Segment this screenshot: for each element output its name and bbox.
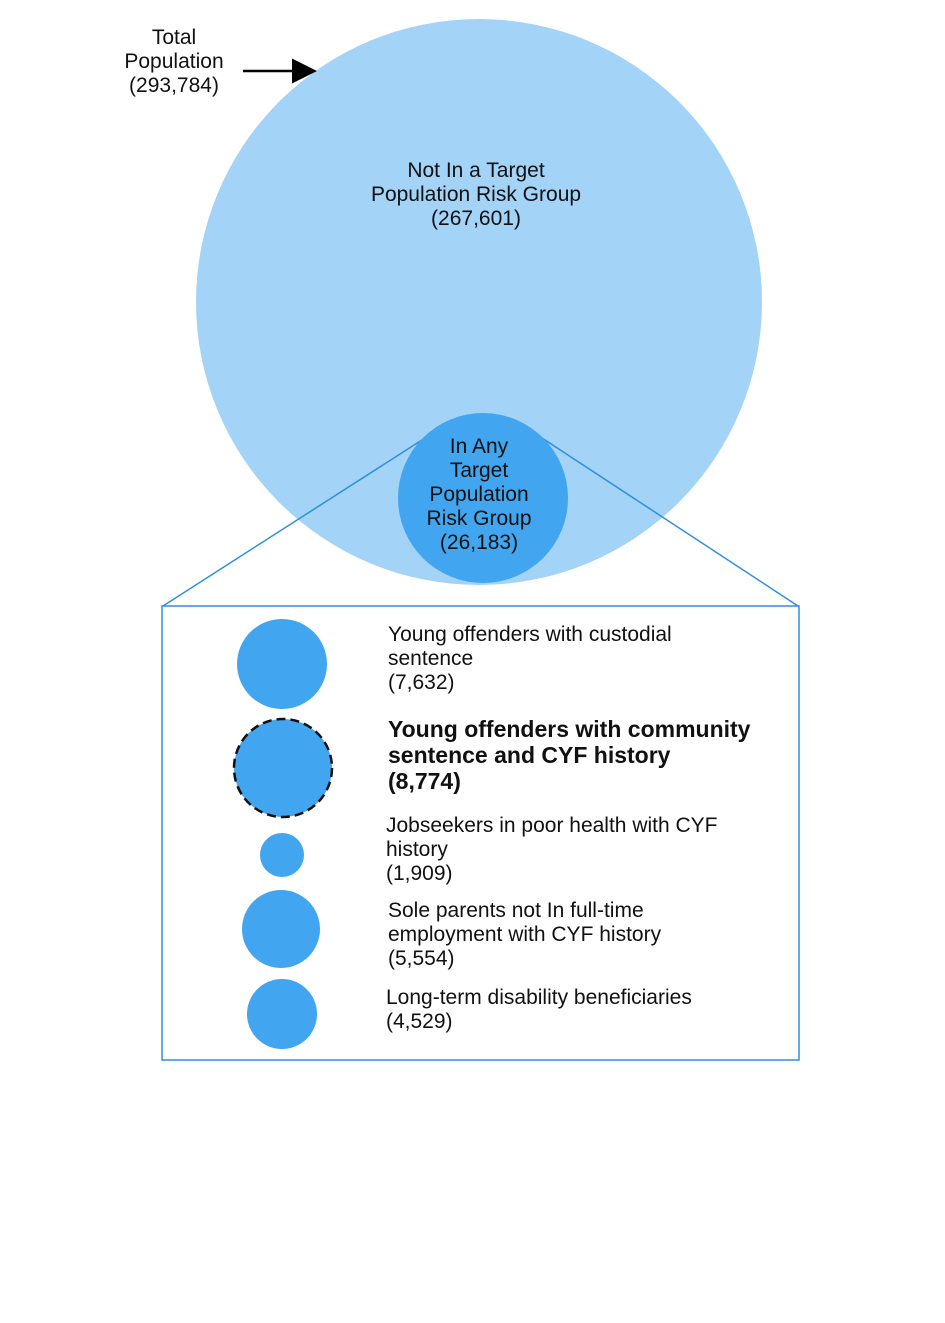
group-4-line-1: Sole parents not In full-time: [388, 899, 644, 922]
zoom-line-right: [541, 437, 799, 607]
total-population-circle: [196, 19, 762, 585]
in-any-group-line-4: Risk Group: [426, 507, 532, 530]
group-2-line-2: sentence and CYF history: [388, 742, 671, 768]
group-4-line-2: employment with CYF history: [388, 923, 662, 946]
not-in-group-count: (267,601): [431, 207, 521, 230]
group-3-line-2: history: [386, 838, 448, 861]
not-in-group-line-1: Not In a Target: [407, 159, 545, 182]
group-label-jobseekers: Jobseekers in poor health with CYF histo…: [386, 814, 791, 886]
group-5-line-1: Long-term disability beneficiaries: [386, 986, 692, 1009]
group-1-line-2: sentence: [388, 647, 474, 670]
bubble-jobseekers: [260, 833, 304, 877]
target-group-circle: [398, 413, 568, 583]
group-1-count: (7,632): [388, 671, 455, 694]
in-any-group-line-1: In Any: [449, 435, 509, 458]
group-label-disability-beneficiaries: Long-term disability beneficiaries (4,52…: [386, 986, 786, 1034]
group-2-line-1: Young offenders with community: [388, 716, 751, 742]
group-3-line-1: Jobseekers in poor health with CYF: [386, 814, 718, 837]
bubble-young-offenders-community: [232, 717, 334, 819]
not-in-group-line-2: Population Risk Group: [370, 183, 582, 206]
in-any-group-label: In Any Target Population Risk Group (26,…: [408, 435, 550, 555]
bubble-disability-beneficiaries: [247, 979, 317, 1049]
group-3-count: (1,909): [386, 862, 453, 885]
in-any-group-line-3: Population: [429, 483, 529, 506]
group-4-count: (5,554): [388, 947, 455, 970]
total-population-count: (293,784): [129, 74, 219, 97]
zoom-line-left: [162, 437, 426, 607]
risk-group-breakdown-box: [161, 605, 800, 1061]
not-in-group-label: Not In a Target Population Risk Group (2…: [326, 159, 626, 231]
group-5-count: (4,529): [386, 1010, 453, 1033]
total-population-subtitle: Population: [124, 50, 224, 73]
group-label-young-offenders-custodial: Young offenders with custodial sentence …: [388, 623, 788, 695]
group-1-line-1: Young offenders with custodial: [388, 623, 672, 646]
group-label-sole-parents: Sole parents not In full-time employment…: [388, 899, 788, 971]
bubble-sole-parents: [242, 890, 320, 968]
total-population-title: Total: [151, 26, 197, 49]
in-any-group-count: (26,183): [439, 531, 519, 554]
bubble-young-offenders-custodial: [237, 619, 327, 709]
in-any-group-line-2: Target: [449, 459, 509, 482]
group-label-young-offenders-community: Young offenders with community sentence …: [388, 716, 798, 794]
group-2-count: (8,774): [388, 768, 461, 794]
total-population-label: Total Population (293,784): [104, 26, 244, 98]
